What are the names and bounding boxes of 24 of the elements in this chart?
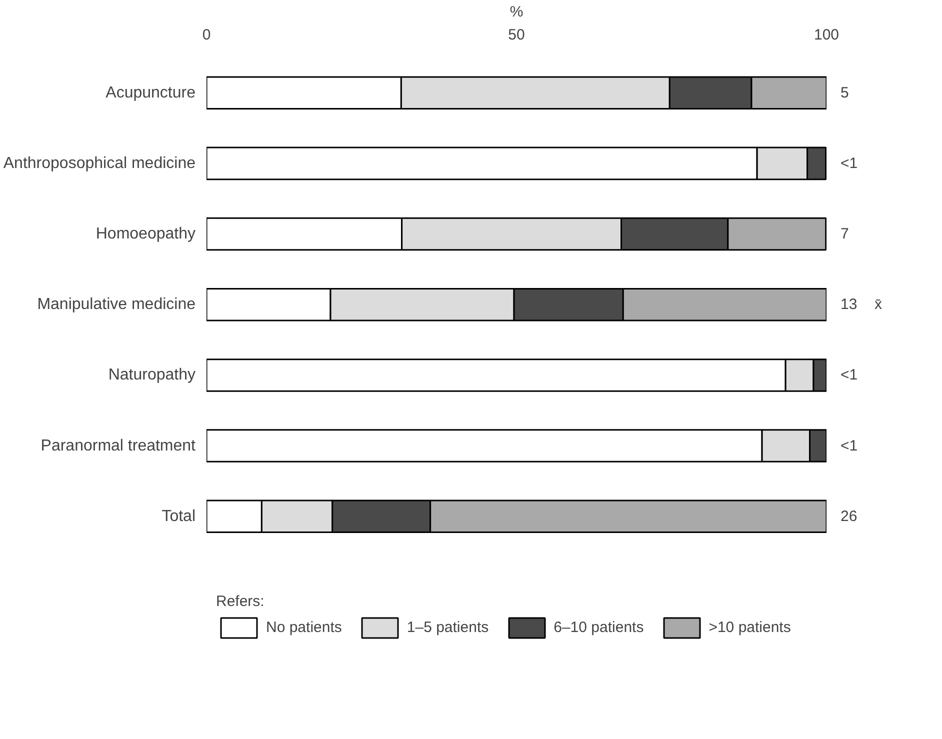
x-tick-label: 50 <box>508 26 525 44</box>
text: x̄ <box>874 296 882 314</box>
y-tick-label: Anthroposophical medicine <box>3 154 196 172</box>
x-tick-label: 0 <box>202 26 211 44</box>
x-tick-label: 100 <box>814 26 840 44</box>
text: <1 <box>840 154 858 172</box>
y-tick-label: Total <box>162 508 196 525</box>
legend-label: 1–5 patients <box>406 619 489 636</box>
text: 5 <box>840 84 849 102</box>
y-tick-label: Acupuncture <box>106 84 196 102</box>
text: <1 <box>840 366 858 384</box>
y-tick-label: Naturopathy <box>108 366 196 384</box>
y-tick-label: Manipulative medicine <box>37 296 196 314</box>
legend-title: Refers: <box>216 593 266 610</box>
legend-label: >10 patients <box>708 619 791 636</box>
text: 13 <box>840 296 858 314</box>
legend-label: 6–10 patients <box>554 619 644 636</box>
text: 26 <box>840 508 858 525</box>
y-tick-label: Paranormal treatment <box>40 437 196 454</box>
text: 7 <box>840 226 849 243</box>
text: <1 <box>840 437 858 454</box>
y-tick-label: Homoeopathy <box>96 226 196 243</box>
legend-label: No patients <box>266 619 342 636</box>
x-axis-title: % <box>510 4 524 20</box>
